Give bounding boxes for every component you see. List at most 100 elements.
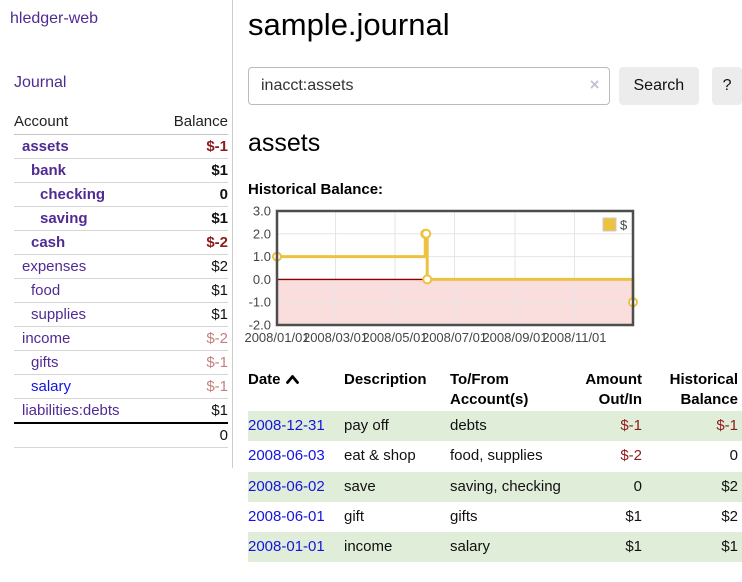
transaction-date-link[interactable]: 2008-01-01: [248, 538, 325, 556]
account-row: checking 0: [14, 182, 228, 207]
transaction-amount: $1: [625, 538, 642, 556]
chart-title: Historical Balance:: [248, 181, 384, 199]
account-balance: 0: [155, 182, 228, 207]
account-name-cell: liabilities:debts: [14, 399, 155, 424]
account-name-cell: saving: [14, 206, 156, 231]
transaction-description: eat & shop: [344, 447, 416, 465]
account-name-cell: food: [14, 278, 156, 303]
sidebar-item-journal[interactable]: Journal: [14, 74, 67, 91]
page-title: sample.journal: [248, 7, 450, 42]
transaction-date-cell: 2008-06-03: [248, 441, 344, 471]
account-link-assets[interactable]: assets: [22, 138, 69, 155]
account-link-salary[interactable]: salary: [31, 378, 72, 395]
transaction-accounts: debts: [450, 417, 487, 435]
app-brand-link[interactable]: hledger-web: [10, 10, 99, 27]
register-header-amount: Amount Out/In: [585, 371, 642, 408]
account-link-saving[interactable]: saving: [40, 210, 88, 227]
account-balance: $1: [155, 278, 228, 303]
svg-text:1.0: 1.0: [253, 249, 271, 264]
table-row: 2008-06-03 eat & shop food, supplies $-2 0: [248, 441, 742, 471]
account-link-liabilities-debts[interactable]: liabilities:debts: [22, 402, 120, 419]
transaction-description: pay off: [344, 417, 389, 435]
search-input[interactable]: [248, 67, 610, 106]
transaction-date-cell: 2008-01-01: [248, 532, 344, 562]
svg-text:2008/01/01: 2008/01/01: [244, 330, 309, 345]
transaction-date-link[interactable]: 2008-06-02: [248, 477, 325, 495]
account-link-supplies[interactable]: supplies: [31, 306, 87, 323]
search-bar: × Search ?: [248, 67, 742, 106]
svg-text:2008/03/01: 2008/03/01: [303, 330, 368, 345]
transaction-balance: $2: [721, 477, 738, 495]
account-balance: $1: [211, 402, 228, 419]
register-header-balance: Historical Balance: [669, 371, 738, 408]
register-header-accounts: To/From Account(s): [450, 371, 529, 408]
transaction-amount: $1: [625, 507, 642, 525]
transaction-amount: $-1: [620, 417, 642, 435]
svg-text:2.0: 2.0: [253, 226, 271, 241]
accounts-header-balance: Balance: [155, 110, 228, 135]
transaction-description: income: [344, 538, 393, 556]
table-row: 2008-12-31 pay off debts $-1 $-1: [248, 411, 742, 442]
transaction-date-link[interactable]: 2008-06-03: [248, 447, 325, 465]
account-link-gifts[interactable]: gifts: [31, 354, 59, 371]
account-balance: $-2: [155, 326, 228, 351]
account-row: food $1: [14, 278, 228, 303]
register-table-body: 2008-12-31 pay off debts $-1 $-1 2008-06-03 ea…: [248, 411, 742, 563]
account-row: bank $1: [14, 158, 228, 183]
account-link-income[interactable]: income: [22, 330, 71, 347]
account-balance: $-1: [155, 350, 228, 375]
account-row: cash $-2: [14, 230, 228, 255]
account-row: saving $1: [14, 206, 228, 231]
search-button[interactable]: Search: [618, 67, 700, 106]
svg-text:2008/05/01: 2008/05/01: [362, 330, 427, 345]
account-link-expenses[interactable]: expenses: [22, 258, 87, 275]
accounts-total-spacer: [14, 422, 156, 448]
historical-balance-chart: $2008/01/012008/03/012008/05/012008/07/0…: [244, 204, 638, 345]
help-button[interactable]: ?: [712, 67, 742, 106]
svg-text:$: $: [620, 218, 628, 233]
account-heading: assets: [248, 129, 321, 158]
accounts-total-row: 0: [14, 422, 228, 448]
register-header-description: Description: [344, 371, 427, 389]
account-balance: $1: [155, 206, 228, 231]
account-name-cell: income: [14, 326, 156, 351]
transaction-balance: 0: [729, 447, 738, 465]
account-name-cell: supplies: [14, 302, 156, 327]
transaction-accounts: salary: [450, 538, 491, 556]
account-row: gifts $-1: [14, 350, 228, 375]
accounts-table-body: assets $-1 bank $1 checking 0 saving $1 cash $-2 e…: [14, 134, 228, 424]
transaction-date-link[interactable]: 2008-06-01: [248, 507, 325, 525]
transaction-amount: 0: [633, 477, 642, 495]
register-header-date[interactable]: Date: [248, 368, 344, 411]
search-box: ×: [248, 67, 610, 106]
transaction-accounts: saving, checking: [450, 477, 561, 495]
transaction-date-cell: 2008-06-02: [248, 472, 344, 502]
svg-text:2008/11/01: 2008/11/01: [542, 330, 606, 345]
account-link-cash[interactable]: cash: [31, 234, 66, 251]
transaction-description: gift: [344, 507, 365, 525]
account-row: income $-2: [14, 326, 228, 351]
sidebar: hledger-web Journal Account Balance asse…: [0, 0, 233, 468]
account-link-checking[interactable]: checking: [40, 186, 106, 203]
accounts-header-row: Account Balance: [14, 110, 228, 135]
clear-search-icon[interactable]: ×: [589, 75, 600, 95]
account-balance: $1: [155, 158, 228, 183]
account-row: liabilities:debts $1: [14, 399, 228, 424]
account-name-cell: expenses: [14, 254, 156, 279]
account-row: supplies $1: [14, 302, 228, 327]
transaction-description: save: [344, 477, 376, 495]
account-link-bank[interactable]: bank: [31, 162, 67, 179]
svg-text:0.0: 0.0: [253, 272, 271, 287]
main-content: sample.journal × Search ? assets Histori…: [233, 0, 742, 563]
account-link-food[interactable]: food: [31, 282, 61, 299]
transaction-date-link[interactable]: 2008-12-31: [248, 417, 325, 435]
account-name-cell: salary: [14, 374, 156, 399]
account-balance: $-1: [155, 134, 228, 159]
transaction-balance: $1: [721, 538, 738, 556]
account-name-cell: cash: [14, 230, 156, 255]
account-name-cell: assets: [14, 134, 156, 159]
transaction-accounts: gifts: [450, 507, 478, 525]
transaction-accounts: food, supplies: [450, 447, 543, 465]
table-row: 2008-06-02 save saving, checking 0 $2: [248, 471, 742, 502]
account-balance: $-2: [155, 230, 228, 255]
